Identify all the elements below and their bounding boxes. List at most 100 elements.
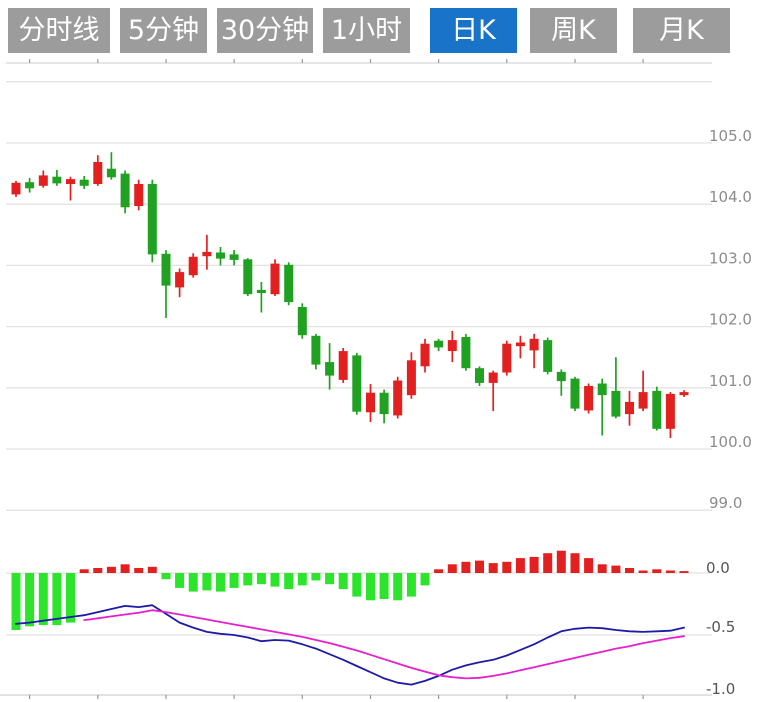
candle [393,376,403,419]
macd-bar [665,570,675,573]
candle-body [106,168,116,178]
candle [556,369,566,396]
macd-bar [461,561,471,573]
candle [488,370,498,412]
candle-body [93,162,103,184]
candle [243,258,253,296]
tab-time-line[interactable]: 分时线 [8,8,110,53]
macd-histogram [11,550,689,630]
candle-body [611,390,621,417]
candle-body [175,272,185,288]
macd-bar [202,573,212,591]
candle [597,378,607,436]
candle-body [284,264,294,303]
candle-body [325,362,335,376]
candle [529,333,539,369]
macd-bar [543,553,553,573]
candle-body [120,173,130,208]
candle [256,281,266,313]
candle-body [475,368,484,383]
candle [461,333,471,371]
tab-5min[interactable]: 5分钟 [120,8,207,53]
macd-bar [93,568,103,573]
candle [434,338,444,352]
macd-bar [11,573,21,630]
macd-bar [188,573,198,592]
macd-bar [434,569,444,573]
macd-bar [297,573,307,586]
macd-bar [311,573,321,581]
price-tick-label: 103.0 [709,249,752,267]
macd-bar [406,573,416,597]
macd-bar [393,573,403,601]
tab-1hour[interactable]: 1小时 [323,8,410,53]
macd-bar [556,550,566,573]
candle [625,390,634,426]
candle [79,176,89,189]
candle-body [652,390,662,429]
macd-bar [652,569,662,573]
candle-body [256,289,266,293]
candle-body [270,263,280,295]
price-tick-label: 100.0 [709,433,752,451]
macd-bar [679,571,689,573]
macd-bar [638,570,648,573]
candle-body [25,182,35,189]
tab-30min[interactable]: 30分钟 [217,8,313,53]
macd-bar [584,558,594,573]
candle-body [147,184,157,255]
candle [406,352,416,399]
tab-monthly-k[interactable]: 月K [633,8,730,53]
candle-body [202,251,212,257]
candle [147,179,157,263]
macd-bar [284,573,294,590]
macd-tick-label: -0.5 [706,618,735,636]
candle-body [570,378,580,409]
candle-body [529,338,539,351]
candle [11,180,21,197]
price-gridlines [6,81,712,511]
candle-body [161,253,171,286]
candle-body [66,179,75,184]
candle [188,253,198,278]
candle [665,392,675,438]
candle-body [420,343,430,367]
macd-bar [38,573,48,626]
macd-bar [79,569,89,573]
candle-body [447,340,457,352]
price-tick-label: 102.0 [709,311,752,329]
candle-body [352,355,362,412]
candle [638,370,648,412]
macd-bar [216,573,225,592]
candle [175,268,185,298]
macd-bar [338,573,348,590]
candle [216,247,225,266]
macd-bar [597,564,607,573]
candle [679,390,689,397]
macd-bar [488,563,498,573]
macd-bar [447,564,457,573]
candle [447,330,457,363]
candle-body [134,184,144,206]
candle [284,262,294,306]
macd-bar [52,573,62,626]
tab-daily-k[interactable]: 日K [430,8,517,53]
macd-tick-label: -1.0 [706,680,735,698]
candle-body [625,401,634,415]
macd-bar [475,560,484,573]
macd-bar [106,566,116,573]
macd-bar [25,573,35,627]
macd-bar [325,573,335,585]
candle [325,343,335,390]
macd-bar [229,573,239,588]
macd-axis-labels: 0.0 -0.5 -1.0 [706,559,735,698]
macd-bar [515,558,525,573]
candle [202,234,212,270]
candle [134,179,144,211]
candle-series [11,152,689,438]
price-tick-label: 105.0 [709,127,752,145]
tab-weekly-k[interactable]: 周K [530,8,617,53]
candle [570,376,580,412]
